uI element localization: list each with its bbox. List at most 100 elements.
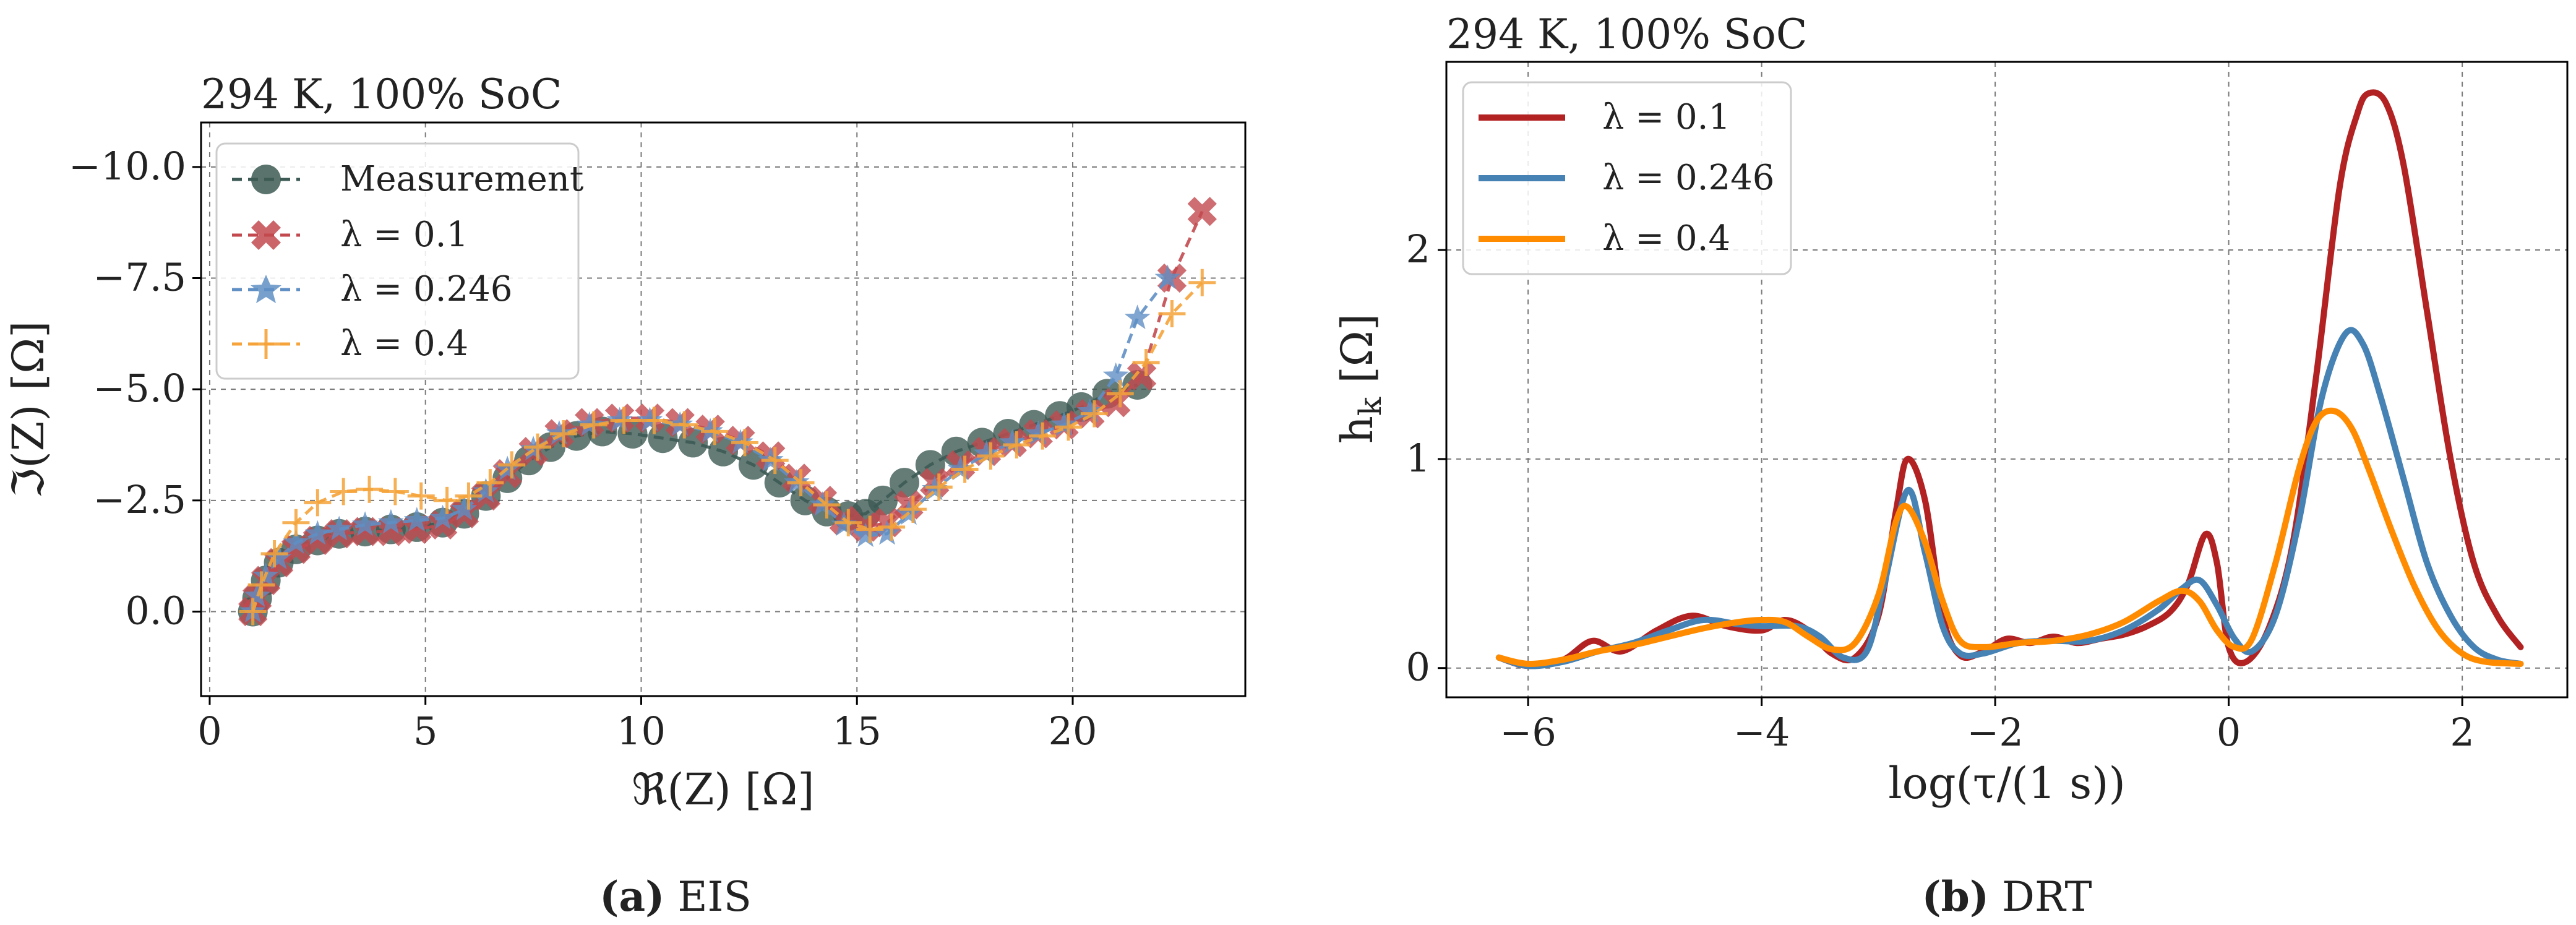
legend-entry-lambda-0-246: λ = 0.246 [232,269,512,309]
panel-b-xlabel: log(τ/(1 s)) [1888,758,2126,809]
data-point [671,411,698,439]
data-point [1080,400,1108,428]
panel-a-legend: Measurement λ = 0.1 λ = 0.246 λ = 0.4 [215,142,584,380]
data-point [1055,413,1083,441]
data-point [282,509,310,536]
panel-b-legend-frame [1462,81,1792,275]
legend-b-entry-lambda-0-246: λ = 0.246 [1479,158,1774,198]
data-point [326,515,353,541]
data-point [1102,362,1129,387]
panel-b-grid [1446,62,2567,697]
caption-a-text: (a) EIS [599,872,752,921]
data-point [376,517,406,546]
data-point [433,486,461,514]
tick-label-x: 15 [833,708,882,754]
data-point [378,509,404,534]
tick-label-x: 2 [2450,710,2474,755]
data-point [852,522,879,548]
caption-b-label: (b) [1921,872,1989,921]
legend-entry-lambda-0-4: λ = 0.4 [232,324,468,364]
data-point [476,469,504,497]
data-point [1132,349,1160,377]
data-point [455,482,483,510]
panel-b-legend: λ = 0.1 λ = 0.246 λ = 0.4 [1462,81,1792,275]
tick-label-y: 0 [1406,645,1430,690]
data-point [874,520,900,545]
data-point [868,485,898,515]
data-point [889,468,919,498]
data-point [494,455,521,481]
caption-b-body: DRT [2002,873,2092,921]
data-point [304,520,331,545]
series-b-line-1 [1495,327,2524,669]
data-point [473,478,499,503]
legend-b-entry-lambda-0-1: λ = 0.1 [1479,97,1730,137]
tick-label-y: −10.0 [69,144,186,189]
legend-entry-lambda-0-1: λ = 0.1 [232,215,468,255]
data-point [1106,380,1134,408]
data-point [451,496,478,520]
legend-b-entry-lambda-0-4: λ = 0.4 [1479,218,1730,259]
data-point [498,451,526,479]
data-point [973,440,1000,465]
data-point [407,482,435,510]
legend-label-measurement: Measurement [340,159,584,199]
data-point [1025,420,1052,445]
panel-b-ticks: −6 −4 −2 0 2 0 1 2 [1406,226,2475,755]
panel-b-title: 294 K, 100% SoC [1446,11,1807,58]
data-point [239,598,267,626]
panel-b-drt: 294 K, 100% SoC −6 −4 −2 0 2 0 1 2 log(τ/(1 s))… [1332,11,2569,809]
legend-marker-lambda-0-1 [251,220,281,251]
series-b-line-2 [1495,407,2524,667]
tick-label-y: 2 [1406,226,1430,272]
data-point [524,433,552,461]
tick-label-y: 1 [1406,436,1430,481]
legend-label-lambda-0-4: λ = 0.4 [340,324,468,364]
data-point [330,478,358,506]
panel-b-ylabel: hk [Ω] [1332,314,1388,444]
data-point [999,429,1026,454]
legend-b-label-lambda-0-4: λ = 0.4 [1602,218,1730,259]
data-point [352,511,378,536]
data-point [247,571,275,599]
panel-b-plot-frame [1445,61,2569,699]
data-point [701,418,729,445]
data-point [381,478,409,506]
tick-label-x: 20 [1049,708,1097,754]
tick-label-x: −2 [1967,710,2023,755]
panel-b-ylabel-unit: [Ω] [1332,314,1383,397]
data-point [813,491,841,518]
data-point [761,447,789,475]
panel-a-title: 294 K, 100% SoC [201,71,562,118]
data-point [977,442,1005,470]
caption-a: (a) EIS [599,872,752,921]
data-point [731,429,758,457]
legend-entry-measurement: Measurement [232,159,584,199]
legend-b-label-lambda-0-1: λ = 0.1 [1602,97,1730,137]
series-a-0 [238,369,1153,627]
tick-label-y: −2.5 [93,477,186,522]
data-point [265,544,292,569]
series-line [251,383,1138,613]
panel-a-xlabel: ℜ(Z) [Ω] [632,764,814,815]
legend-marker-lambda-0-4 [251,329,281,359]
tick-label-x: −6 [1500,710,1556,755]
legend-label-lambda-0-1: λ = 0.1 [340,215,468,255]
data-point [1077,398,1103,423]
data-point [1003,431,1031,458]
data-point [899,496,927,523]
data-point [1187,197,1217,226]
data-point [1029,422,1057,450]
data-point [283,529,309,554]
legend-marker-lambda-0-246 [251,275,281,303]
caption-a-label: (a) [599,872,664,921]
legend-label-lambda-0-246: λ = 0.246 [340,269,512,309]
data-point [835,509,862,536]
data-point [580,411,608,439]
panel-a-eis: 294 K, 100% SoC 0 5 10 15 20 0.0 −2.5 −5.0 −7.5 −… [3,71,1247,815]
data-point [951,455,979,483]
tick-label-x: 5 [413,708,437,754]
panel-a-ylabel: ℑ(Z) [Ω] [3,321,54,499]
data-point [856,515,884,543]
